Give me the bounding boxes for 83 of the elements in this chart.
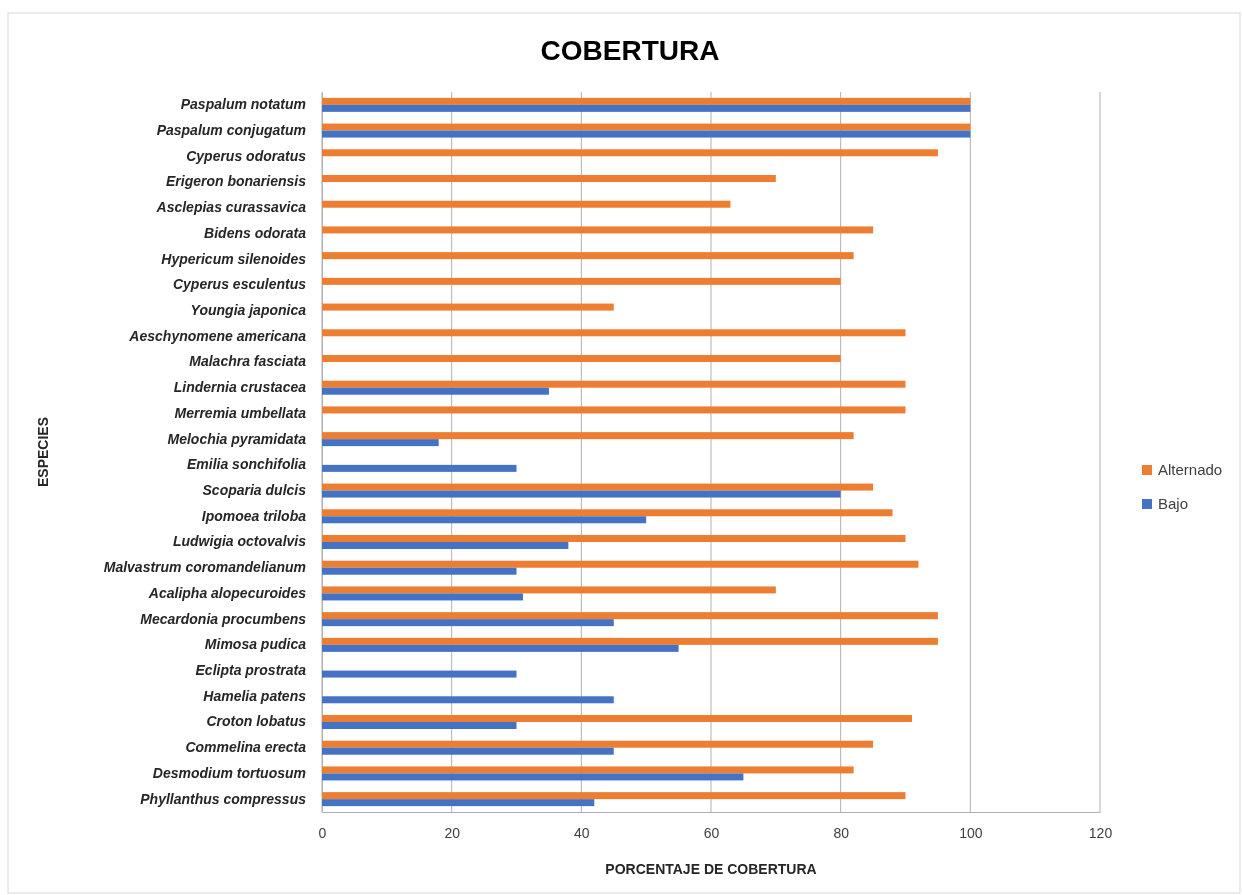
y-tick-label: Melochia pyramidata [167,430,307,447]
bar [322,303,614,311]
bar [322,509,893,517]
x-tick-label: 60 [703,824,720,841]
y-tick-label: Emilia sonchifolia [186,456,307,473]
bar [322,535,906,542]
bar [322,799,595,807]
y-tick-label: Ipomoea triloba [201,507,307,524]
x-tick-label: 20 [444,824,461,841]
bar [322,483,874,491]
y-tick-label: Aeschynomene americana [128,327,307,344]
bar [322,104,971,112]
y-tick-label: Hamelia patens [203,687,307,704]
bar [322,542,569,549]
bar [322,644,679,652]
y-tick-label: Cyperus odoratus [186,147,307,164]
bar [322,792,906,800]
bar [322,406,906,414]
bar [322,773,744,781]
chart-title: COBERTURA [540,35,720,66]
y-tick-label: Scoparia dulcis [202,482,307,499]
bar [322,200,731,208]
bar [322,130,971,138]
y-tick-label: Paspalum conjugatum [156,122,306,139]
legend-label: Alternado [1158,461,1223,478]
bar [322,747,614,755]
y-tick-label: Paspalum notatum [180,96,306,113]
bar [322,619,614,627]
bar [322,612,938,620]
bar [322,149,938,157]
y-tick-label: Hypericum silenoides [161,250,307,267]
bar [322,586,776,594]
y-tick-label: Malvastrum coromandelianum [103,559,306,576]
bar [322,439,439,447]
bar [322,722,517,729]
y-axis-title: ESPECIES [35,416,51,488]
bar [322,175,776,182]
bar [322,432,854,440]
bar [322,464,517,472]
x-axis-title: PORCENTAJE DE COBERTURA [605,861,817,877]
y-tick-label: Ludwigia octovalvis [172,533,307,550]
x-tick-label: 80 [833,824,850,841]
bar [322,226,874,234]
bar [322,380,906,388]
bar [322,593,523,601]
bar [322,670,517,678]
bar [322,766,854,774]
bar [322,715,912,722]
bar [322,560,919,568]
bar [322,740,874,748]
bar [322,696,614,704]
bar [322,277,841,285]
y-tick-label: Phyllanthus compressus [140,790,307,807]
x-tick-label: 100 [959,824,983,841]
bar [322,123,971,131]
y-tick-label: Cyperus esculentus [172,276,307,293]
y-tick-label: Eclipta prostrata [195,662,307,679]
y-tick-label: Mecardonia procumbens [140,610,307,627]
y-tick-label: Merremia umbellata [174,404,307,421]
x-tick-label: 120 [1088,824,1113,841]
bar [322,355,841,362]
x-tick-label: 40 [574,824,590,841]
y-tick-label: Malachra fasciata [189,353,307,370]
y-tick-label: Lindernia crustacea [173,379,307,396]
y-tick-label: Commelina erecta [185,739,307,756]
bar [322,567,517,575]
y-tick-label: Bidens odorata [204,224,307,241]
bar [322,516,647,524]
y-tick-label: Mimosa pudica [204,636,307,653]
bar [322,637,938,645]
bar [322,387,549,395]
y-tick-label: Acalipha alopecuroides [147,584,307,601]
legend-label: Bajo [1158,495,1189,512]
x-tick-label: 0 [318,824,327,841]
bar [322,490,841,498]
y-tick-label: Desmodium tortuosum [152,764,306,781]
bar [322,329,906,337]
y-tick-label: Youngia japonica [190,302,307,319]
y-tick-label: Erigeron bonariensis [165,173,307,190]
bar [322,97,971,105]
y-tick-label: Asclepias curassavica [155,199,307,216]
y-tick-label: Croton lobatus [206,713,307,730]
bar [322,252,854,260]
